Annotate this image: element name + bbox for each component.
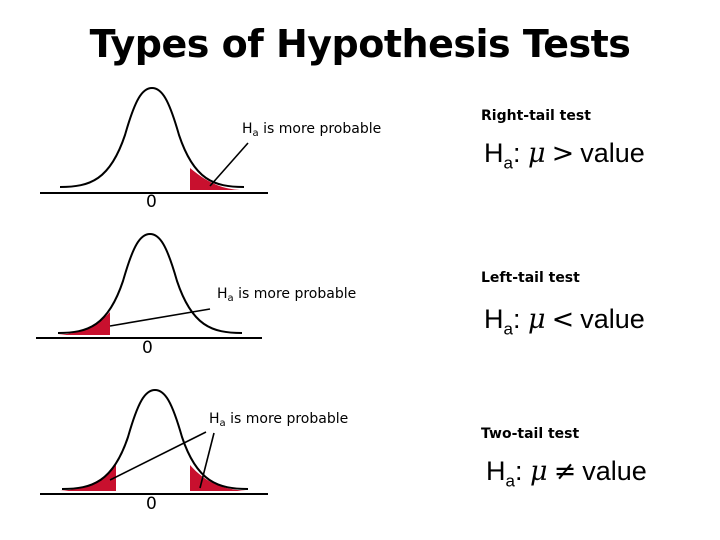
zero-label-1: 0: [146, 192, 157, 212]
callout-pointer-1: [209, 142, 249, 187]
left-tail-formula: Ha: μ < value: [484, 304, 645, 339]
callout-label-2: Ha is more probable: [217, 286, 357, 304]
normal-curve-3: [61, 388, 249, 490]
right-tail-formula: Ha: μ > value: [484, 138, 645, 173]
right-tail-label: Right-tail test: [481, 108, 591, 124]
left-tail-region-two: [60, 465, 116, 491]
two-tail-diagram: [40, 388, 268, 495]
callout-pointer-3a: [109, 431, 207, 481]
two-tail-label: Two-tail test: [481, 426, 580, 442]
slide-title: Types of Hypothesis Tests: [89, 22, 631, 66]
right-tail-region: [190, 168, 240, 190]
callout-label-3: Ha is more probable: [209, 411, 349, 429]
left-tail-label: Left-tail test: [481, 270, 580, 286]
zero-label-2: 0: [142, 338, 153, 358]
normal-curve-2: [57, 232, 243, 334]
normal-curve-1: [59, 86, 245, 188]
callout-pointer-3b: [199, 432, 215, 489]
left-tail-region: [58, 312, 110, 335]
callout-pointer-2: [109, 308, 211, 327]
right-tail-diagram: [40, 86, 268, 194]
left-tail-diagram: [36, 232, 262, 339]
zero-label-3: 0: [146, 494, 157, 514]
callout-label-1: Ha is more probable: [242, 121, 382, 139]
right-tail-region-two: [190, 465, 246, 491]
two-tail-formula: Ha: μ ≠ value: [486, 456, 647, 491]
